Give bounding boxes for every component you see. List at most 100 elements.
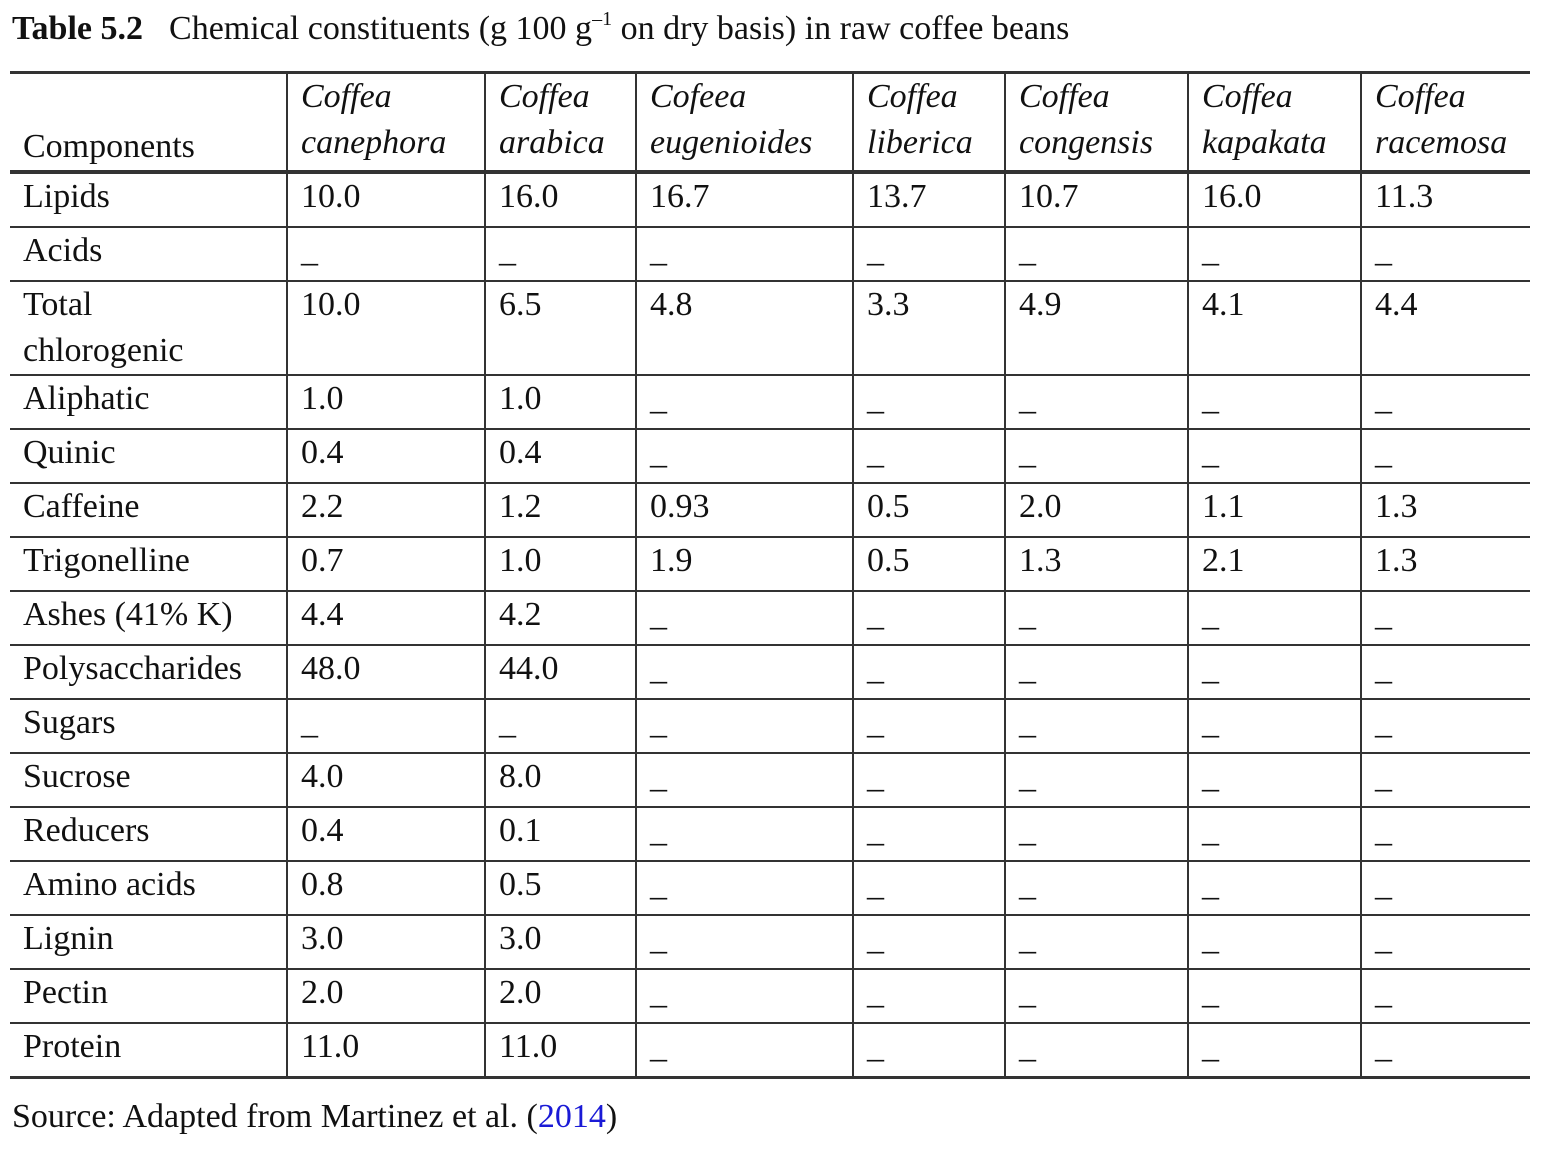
table-cell: _	[1004, 1022, 1188, 1079]
row-label: Quinic	[10, 428, 287, 483]
caption-superscript: –1	[592, 8, 613, 30]
column-header: Coffea canephora	[286, 71, 485, 174]
table-cell: _	[1187, 1022, 1361, 1079]
table-cell: 4.4	[1360, 280, 1530, 375]
table-cell: _	[635, 860, 853, 915]
column-header: Coffea racemosa	[1360, 71, 1530, 174]
table-cell: 3.3	[852, 280, 1005, 375]
table-cell: _	[852, 590, 1005, 645]
table-row: Protein 11.0 11.0 _ _ _ _ _	[10, 1022, 1530, 1079]
table-cell: 1.3	[1360, 536, 1530, 591]
row-label: Ashes (41% K)	[10, 590, 287, 645]
table-cell: _	[286, 226, 485, 281]
table-cell: _	[1004, 428, 1188, 483]
table-cell: _	[1360, 1022, 1530, 1079]
table-cell: _	[1187, 226, 1361, 281]
table-cell: _	[635, 698, 853, 753]
table-cell: _	[1004, 590, 1188, 645]
table-cell: _	[1360, 806, 1530, 861]
table-cell: 44.0	[484, 644, 636, 699]
table-cell: _	[852, 968, 1005, 1023]
table-cell: 48.0	[286, 644, 485, 699]
data-table: Components Coffea canephora Coffea arabica…	[10, 71, 1530, 1079]
table-cell: _	[1187, 428, 1361, 483]
caption-label: Table 5.2	[12, 10, 144, 47]
table-cell: 4.2	[484, 590, 636, 645]
table-row: Sucrose 4.0 8.0 _ _ _ _ _	[10, 752, 1530, 807]
row-label: Lipids	[10, 171, 287, 227]
table-cell: 4.1	[1187, 280, 1361, 375]
table-cell: 11.0	[484, 1022, 636, 1079]
table-cell: 13.7	[852, 171, 1005, 227]
table-row: Pectin 2.0 2.0 _ _ _ _ _	[10, 968, 1530, 1023]
table-cell: 4.4	[286, 590, 485, 645]
table-cell: _	[852, 644, 1005, 699]
table-cell: _	[852, 1022, 1005, 1079]
table-cell: _	[852, 860, 1005, 915]
table-cell: _	[1004, 374, 1188, 429]
table-cell: _	[635, 968, 853, 1023]
table-cell: 0.93	[635, 482, 853, 537]
table-cell: _	[635, 374, 853, 429]
table-cell: 2.0	[484, 968, 636, 1023]
table-cell: 1.3	[1004, 536, 1188, 591]
table-cell: 2.0	[286, 968, 485, 1023]
row-label: Lignin	[10, 914, 287, 969]
table-cell: 4.9	[1004, 280, 1188, 375]
citation-link[interactable]: 2014	[537, 1098, 606, 1135]
table-cell: 1.3	[1360, 482, 1530, 537]
table-row: Total chlorogenic 10.0 6.5 4.8 3.3 4.9 4.1 4.4	[10, 280, 1530, 375]
table-cell: 0.4	[286, 806, 485, 861]
row-label: Sugars	[10, 698, 287, 753]
table-cell: _	[1187, 968, 1361, 1023]
table-cell: 6.5	[484, 280, 636, 375]
table-cell: _	[1004, 914, 1188, 969]
source-text: Source: Adapted from Martinez et al. (	[12, 1098, 538, 1135]
table-cell: _	[1004, 968, 1188, 1023]
table-row: Quinic 0.4 0.4 _ _ _ _ _	[10, 428, 1530, 483]
row-label: Reducers	[10, 806, 287, 861]
table-cell: _	[635, 428, 853, 483]
table-cell: _	[1004, 860, 1188, 915]
table-cell: 16.7	[635, 171, 853, 227]
column-header: Cofeea eugenioides	[635, 71, 853, 174]
table-cell: _	[852, 374, 1005, 429]
caption-text: on dry basis) in raw coffee beans	[612, 10, 1070, 47]
table-cell: 8.0	[484, 752, 636, 807]
table-row: Aliphatic 1.0 1.0 _ _ _ _ _	[10, 374, 1530, 429]
column-header: Components	[10, 71, 287, 174]
table-cell: _	[635, 806, 853, 861]
table-cell: 2.2	[286, 482, 485, 537]
table-cell: 4.0	[286, 752, 485, 807]
row-label: Protein	[10, 1022, 287, 1079]
table-cell: _	[1360, 752, 1530, 807]
table-cell: _	[1187, 914, 1361, 969]
table-cell: 1.0	[484, 374, 636, 429]
table-cell: _	[1360, 968, 1530, 1023]
table-cell: _	[1360, 644, 1530, 699]
table-cell: _	[1360, 374, 1530, 429]
table-cell: _	[1360, 860, 1530, 915]
table-cell: _	[1004, 752, 1188, 807]
table-cell: 11.3	[1360, 171, 1530, 227]
table-cell: 0.7	[286, 536, 485, 591]
source-note: Source: Adapted from Martinez et al. (20…	[12, 1098, 617, 1136]
table-cell: _	[1360, 698, 1530, 753]
table-cell: 1.2	[484, 482, 636, 537]
row-label: Trigonelline	[10, 536, 287, 591]
table-cell: _	[852, 226, 1005, 281]
table-cell: 16.0	[1187, 171, 1361, 227]
table-cell: 0.4	[484, 428, 636, 483]
table-cell: _	[1187, 698, 1361, 753]
table-cell: _	[484, 226, 636, 281]
table-cell: _	[1187, 590, 1361, 645]
header-row: Components Coffea canephora Coffea arabica…	[10, 71, 1530, 174]
row-label: Sucrose	[10, 752, 287, 807]
table-cell: 0.1	[484, 806, 636, 861]
table-cell: _	[1187, 860, 1361, 915]
table-cell: 1.0	[286, 374, 485, 429]
table-cell: 10.7	[1004, 171, 1188, 227]
column-header: Coffea arabica	[484, 71, 636, 174]
table-cell: _	[852, 914, 1005, 969]
